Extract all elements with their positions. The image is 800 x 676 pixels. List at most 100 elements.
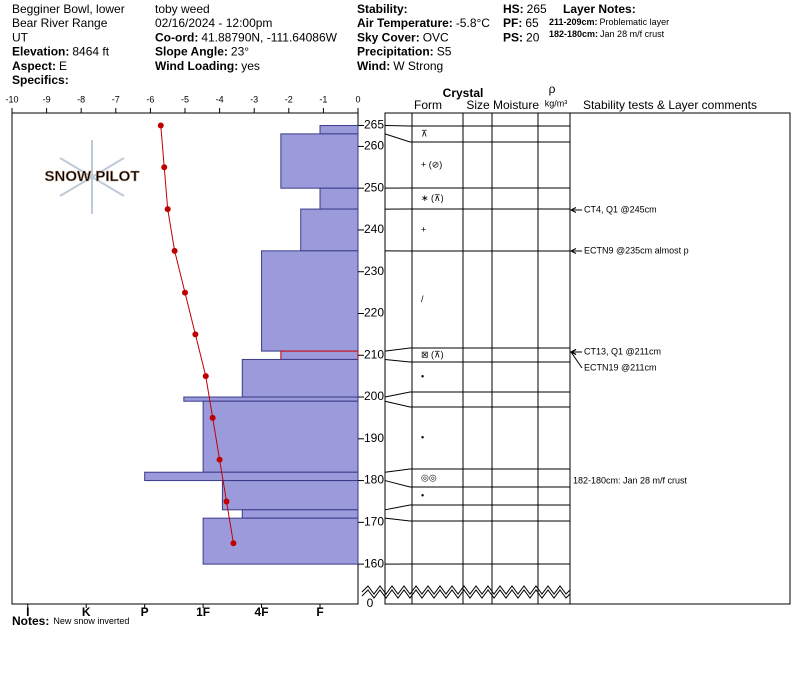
grain-form: • [421, 490, 424, 500]
stability-test: CT13, Q1 @211cm [584, 346, 661, 356]
grain-form: / [421, 294, 424, 304]
header-line: HS: 265 [503, 2, 547, 16]
temperature-point [161, 164, 168, 171]
temperature-point [192, 331, 199, 338]
comment-arrowhead [569, 207, 577, 213]
x-tick-label: -5 [181, 94, 189, 104]
header-line: PF: 65 [503, 16, 539, 30]
hardness-bar [202, 400, 359, 473]
header-line: Specifics: [12, 73, 69, 87]
column-header: Moisture [493, 98, 539, 112]
header-label: Air Temperature: [357, 16, 453, 30]
watermark [59, 140, 125, 214]
header-value: Begginer Bowl, lower [12, 2, 125, 16]
header-value: UT [12, 31, 29, 45]
grain-form: ◎◎ [421, 472, 437, 482]
layer-boundary [384, 133, 570, 143]
hardness-tick-label: P [141, 605, 149, 619]
temperature-point [164, 206, 171, 213]
header-label: Elevation: [12, 45, 69, 59]
header-label: Co-ord: [155, 31, 198, 45]
comment-arrowhead [569, 349, 577, 355]
temperature-point [209, 414, 216, 421]
layer-note-label: 182-180cm: [549, 29, 598, 39]
header-label: PF: [503, 16, 522, 30]
notes-label: Notes: [12, 614, 49, 628]
stability-test: ECTN9 @235cm almost p [584, 245, 689, 255]
layer-note-text: Problematic layer [600, 17, 670, 27]
header-line: Precipitation: S5 [357, 45, 452, 59]
grain-form: • [421, 371, 424, 381]
header-line: Slope Angle: 23° [155, 45, 249, 59]
layer-boundary [384, 391, 570, 398]
header-line: Bear River Range [12, 16, 108, 30]
hardness-bar [241, 358, 359, 398]
x-tick-label: -7 [112, 94, 120, 104]
header-label: PS: [503, 31, 523, 45]
layer-note: 182-180cm: Jan 28 m/f crust [549, 29, 665, 39]
header-line: UT [12, 31, 29, 45]
header-value: E [59, 59, 67, 73]
column-header: Stability tests & Layer comments [583, 98, 757, 112]
header-value: 65 [525, 16, 539, 30]
header-label: Wind Loading: [155, 59, 238, 73]
temperature-point [202, 373, 209, 380]
header-line: Aspect: E [12, 59, 67, 73]
stability-test: ECTN19 @211cm [584, 362, 657, 372]
y-tick-label: 190 [364, 431, 384, 445]
column-header: kg/m³ [545, 98, 568, 108]
temperature-point [216, 456, 223, 463]
table-frame [384, 112, 791, 605]
header-label: Aspect: [12, 59, 56, 73]
hardness-tick-label: K [82, 605, 91, 619]
header-line: Air Temperature: -5.8°C [357, 16, 490, 30]
y-tick-label: 220 [364, 306, 384, 320]
hardness-bar [300, 208, 359, 252]
header-label: HS: [503, 2, 524, 16]
hardness-bar [202, 517, 359, 565]
grain-form: ⊠ (⊼) [421, 349, 444, 359]
x-tick-label: -8 [77, 94, 85, 104]
layer-boundary [384, 347, 570, 352]
header-line: Elevation: 8464 ft [12, 45, 110, 59]
grain-form: • [421, 432, 424, 442]
grain-form: ⊼ [421, 128, 428, 138]
axis-break [361, 585, 571, 595]
hardness-bar [319, 187, 359, 210]
y-base-label: 0 [367, 596, 374, 610]
y-tick-label: 230 [364, 264, 384, 278]
header-line: toby weed [155, 2, 210, 16]
y-tick-label: 160 [364, 556, 384, 570]
layer-boundary [384, 480, 570, 488]
comments: CT4, Q1 @245cm ECTN9 @235cm almost p CT13,… [573, 204, 689, 485]
temperature-point [157, 122, 164, 129]
column-header: ρ [549, 82, 556, 96]
x-tick-label: -10 [5, 94, 18, 104]
x-tick-label: 0 [355, 94, 360, 104]
header-value: W Strong [393, 59, 443, 73]
hardness-bar [319, 125, 359, 135]
x-tick-label: -1 [319, 94, 327, 104]
grain-form: + (⊘) [421, 159, 442, 169]
header-label: Stability: [357, 2, 408, 16]
axis-break [361, 589, 571, 599]
grain-form: + [421, 224, 426, 234]
header-value: S5 [437, 45, 452, 59]
header-label: Slope Angle: [155, 45, 228, 59]
column-header: Size [466, 98, 490, 112]
x-tick-label: -3 [250, 94, 258, 104]
header-line: Stability: [357, 2, 408, 16]
header-value: 8464 ft [72, 45, 109, 59]
header-value: OVC [423, 31, 449, 45]
stability-test: CT4, Q1 @245cm [584, 204, 657, 214]
hardness-bar [221, 480, 359, 511]
layer-boundary [384, 400, 570, 408]
header-label: Sky Cover: [357, 31, 420, 45]
y-tick-label: 200 [364, 389, 384, 403]
header-value: 23° [231, 45, 249, 59]
layer-notes-title: Layer Notes: [563, 2, 636, 16]
header-label: Specifics: [12, 73, 69, 87]
layer-boundary [384, 517, 570, 522]
y-tick-label: 260 [364, 139, 384, 153]
